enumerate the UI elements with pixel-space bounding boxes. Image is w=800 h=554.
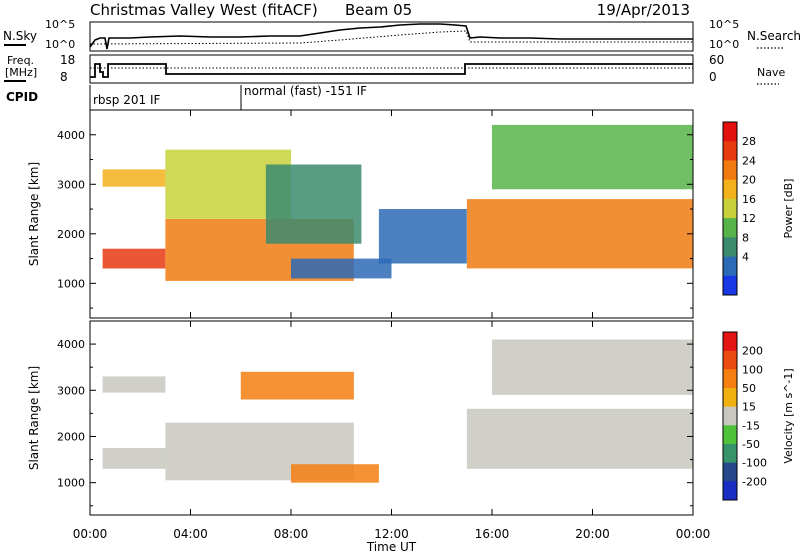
velocity-y-axis-label: Slant Range [km] (27, 366, 41, 470)
power-y-tick-label: 2000 (57, 228, 85, 241)
power-colorbar-tick-label: 20 (742, 174, 756, 187)
velocity-colorbar-segment (723, 406, 737, 426)
velocity-echo-band (492, 339, 693, 395)
nave-right-tick-top: 60 (709, 53, 724, 67)
power-colorbar-segment (723, 179, 737, 200)
power-colorbar-segment (723, 122, 737, 142)
power-colorbar-tick-label: 12 (742, 212, 756, 225)
x-tick-label: 08:00 (274, 527, 309, 541)
velocity-colorbar-tick-label: 100 (742, 363, 763, 376)
velocity-echo-band (466, 408, 693, 469)
power-colorbar-segment (723, 141, 737, 161)
velocity-colorbar-segment (723, 388, 737, 408)
date-label: 19/Apr/2013 (597, 1, 690, 19)
power-echo-band (466, 199, 693, 269)
noise-right-tick-bottom: 10^0 (709, 38, 739, 51)
velocity-colorbar-frame (722, 331, 738, 501)
beam-label: Beam 05 (345, 1, 412, 19)
noise-right-label: N.Search (747, 29, 800, 43)
velocity-echo-band (240, 371, 354, 400)
velocity-y-tick-label: 2000 (57, 430, 85, 443)
power-y-tick-label: 3000 (57, 178, 85, 191)
power-echo-band (378, 209, 467, 264)
velocity-colorbar-segment (723, 332, 737, 352)
power-echo-band (265, 164, 362, 244)
cpid-mode-2: normal (fast) -151 IF (244, 84, 367, 98)
freq-left-tick-top: 18 (60, 53, 75, 67)
power-colorbar-label: Power [dB] (782, 179, 795, 239)
noise-search-line (89, 30, 693, 45)
x-tick-label: 04:00 (173, 527, 208, 541)
noise-panel: N.Sky 10^5 10^0 10^5 10^0 N.Search (3, 18, 800, 52)
power-y-axis-label: Slant Range [km] (27, 162, 41, 266)
velocity-echo-band (102, 376, 166, 393)
nave-label: Nave (757, 66, 785, 79)
freq-line (90, 63, 693, 78)
cpid-mode-1: rbsp 201 IF (93, 93, 160, 107)
power-colorbar-segment (723, 218, 737, 238)
power-colorbar-segment (723, 198, 737, 219)
x-tick-label: 00:00 (676, 527, 711, 541)
velocity-y-tick-label: 1000 (57, 477, 85, 490)
velocity-colorbar-segment (723, 425, 737, 445)
power-colorbar-tick-label: 4 (742, 251, 749, 264)
velocity-colorbar-tick-label: -200 (742, 475, 767, 488)
x-tick-label: 12:00 (374, 527, 409, 541)
velocity-colorbar-tick-label: -50 (742, 438, 760, 451)
velocity-colorbar-tick-label: -15 (742, 419, 760, 432)
power-colorbar-tick-label: 28 (742, 135, 756, 148)
x-tick-label: 00:00 (73, 527, 108, 541)
velocity-panel: 1000 2000 3000 4000 00:00 04:00 08:00 12:00 16:0… (27, 320, 795, 554)
noise-left-label: N.Sky (3, 29, 37, 43)
velocity-colorbar-segment (723, 369, 737, 389)
nave-right-tick-bottom: 0 (709, 70, 717, 84)
freq-label-1: Freq. (7, 54, 34, 67)
frequency-panel: Freq. [MHz] 18 8 60 0 Nave (4, 53, 785, 85)
velocity-colorbar-tick-label: 200 (742, 345, 763, 358)
noise-left-tick-bottom: 10^0 (45, 38, 75, 51)
power-echo-band (492, 124, 693, 190)
power-panel: 1000 2000 3000 4000 Slant Range [km] 28 24 20 16… (27, 109, 795, 319)
plot-title: Christmas Valley West (fitACF) (90, 1, 318, 19)
power-echo-band (102, 248, 166, 269)
velocity-y-tick-label: 4000 (57, 338, 85, 351)
freq-left-tick-bottom: 8 (60, 70, 68, 84)
power-y-tick-label: 4000 (57, 129, 85, 142)
velocity-colorbar-segment (723, 350, 737, 370)
velocity-colorbar-tick-label: -100 (742, 457, 767, 470)
power-colorbar-frame (722, 121, 738, 296)
x-tick-label: 16:00 (475, 527, 510, 541)
noise-right-tick-top: 10^5 (709, 18, 739, 31)
power-echo-band (291, 258, 392, 279)
power-y-tick-label: 1000 (57, 277, 85, 290)
power-colorbar-tick-label: 16 (742, 193, 756, 206)
power-colorbar-tick-label: 24 (742, 154, 756, 167)
x-tick-label: 20:00 (575, 527, 610, 541)
velocity-colorbar-segment (723, 462, 737, 482)
cpid-label: CPID (6, 90, 38, 104)
noise-left-tick-top: 10^5 (45, 18, 75, 31)
power-colorbar-segment (723, 256, 737, 277)
power-colorbar-segment (723, 275, 737, 296)
power-colorbar-tick-label: 8 (742, 231, 749, 244)
velocity-echo-band (102, 448, 166, 469)
freq-label-2: [MHz] (5, 66, 37, 79)
noise-sky-line (89, 23, 693, 50)
velocity-colorbar-tick-label: 50 (742, 382, 756, 395)
power-echo-band (102, 169, 166, 187)
power-colorbar-segment (723, 160, 737, 181)
x-axis-label: Time UT (366, 540, 417, 554)
velocity-colorbar-label: Velocity [m s^-1] (782, 368, 795, 463)
velocity-echo-band (291, 464, 379, 483)
velocity-y-tick-label: 3000 (57, 384, 85, 397)
velocity-colorbar-segment (723, 481, 737, 501)
velocity-colorbar-segment (723, 444, 737, 464)
cpid-panel: CPID rbsp 201 IF normal (fast) -151 IF (6, 84, 367, 110)
velocity-colorbar-tick-label: 15 (742, 401, 756, 414)
power-colorbar-segment (723, 237, 737, 257)
